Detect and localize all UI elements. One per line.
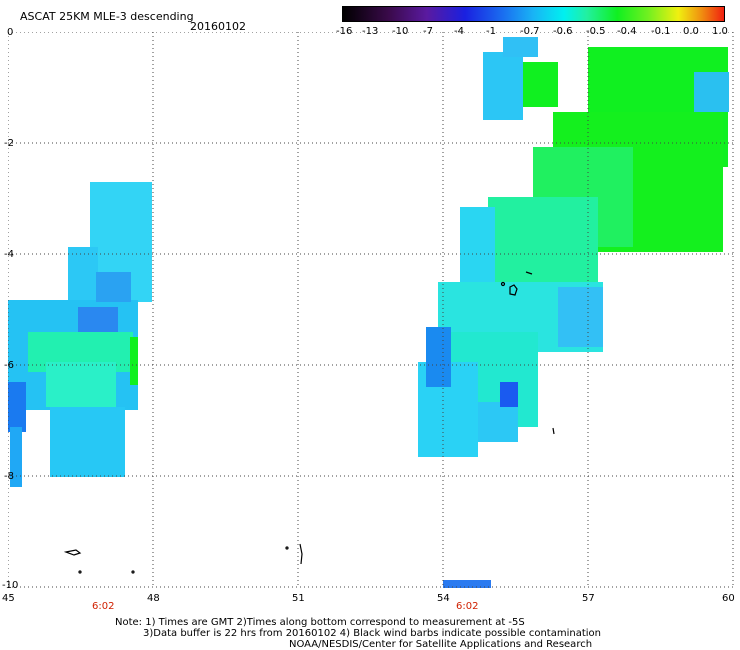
color-scale-label-3: -7	[423, 26, 433, 37]
color-scale-label-9: -0.4	[617, 26, 637, 37]
color-scale-label-6: -0.7	[520, 26, 540, 37]
color-scale-label-8: -0.5	[586, 26, 606, 37]
color-scale-label-5: -1	[486, 26, 496, 37]
footnote-line-1: Note: 1) Times are GMT 2)Times along bot…	[115, 617, 525, 628]
east-swath	[418, 37, 729, 588]
lat-label-3: -6	[4, 360, 14, 371]
time-label-east: 6:02	[456, 601, 479, 612]
lat-label-0: 0	[7, 27, 14, 38]
map-date: 20160102	[190, 20, 246, 33]
color-scale-bar	[342, 6, 725, 22]
color-scale-label-4: -4	[454, 26, 464, 37]
wind-field-map	[8, 32, 734, 588]
lon-label-2: 51	[292, 593, 305, 604]
lon-label-5: 60	[722, 593, 735, 604]
map-title: ASCAT 25KM MLE-3 descending	[20, 10, 194, 23]
footnote-line-2: 3)Data buffer is 22 hrs from 20160102 4)…	[143, 628, 601, 639]
lat-label-2: -4	[4, 249, 14, 260]
west-swath	[8, 182, 152, 487]
lon-label-4: 57	[582, 593, 595, 604]
color-scale-label-7: -0.6	[553, 26, 573, 37]
footnote-line-3: NOAA/NESDIS/Center for Satellite Applica…	[289, 639, 593, 650]
color-scale-label-11: 0.0	[683, 26, 699, 37]
lat-lon-grid	[8, 32, 734, 588]
lat-label-4: -8	[4, 471, 14, 482]
time-label-west: 6:02	[92, 601, 115, 612]
lon-label-0: 45	[2, 593, 15, 604]
island-outlines	[63, 271, 555, 574]
color-scale-label-1: -13	[362, 26, 379, 37]
lat-label-5: -10	[2, 580, 19, 591]
lon-label-3: 54	[437, 593, 450, 604]
lat-label-1: -2	[4, 138, 14, 149]
lon-label-1: 48	[147, 593, 160, 604]
color-scale-label-12: 1.0	[712, 26, 728, 37]
